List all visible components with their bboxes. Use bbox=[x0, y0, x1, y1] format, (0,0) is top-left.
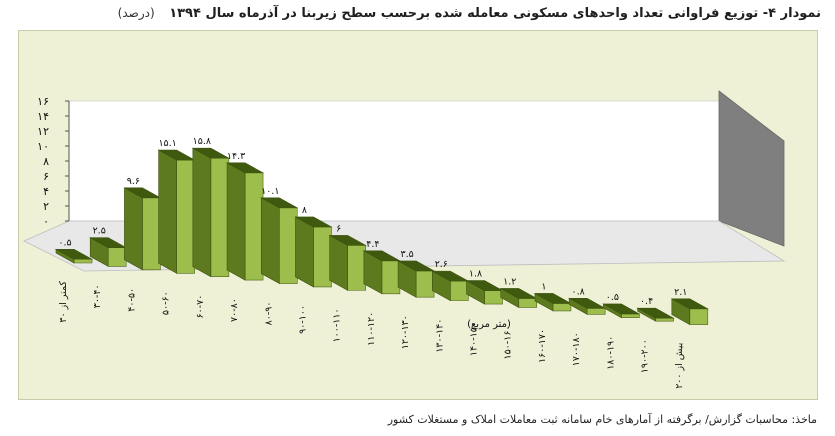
x-tick-label-0: کمتر از ۳۰ bbox=[58, 281, 69, 323]
bar-top-0 bbox=[54, 248, 94, 260]
chart-frame: ۰ ۲ ۴ ۶ ۸ ۱۰ ۱۲ ۱۴ ۱۶ ۰.۵ کمتر از ۳۰ ۲.۵ ۳۰-۴۰ ۹.۶ ۴۰-… bbox=[18, 30, 818, 400]
bar-top-12 bbox=[465, 280, 504, 291]
bar-front-17 bbox=[655, 317, 674, 322]
data-label-14: ۱ bbox=[541, 281, 546, 292]
bar-top-11 bbox=[431, 270, 470, 282]
bar-top-8 bbox=[328, 235, 367, 246]
x-tick-label-4: ۶۰-۷۰ bbox=[195, 295, 206, 319]
bar-top-18 bbox=[670, 298, 709, 310]
y-tick-label: ۱۴ bbox=[37, 110, 49, 123]
data-label-2: ۹.۶ bbox=[127, 176, 140, 187]
data-label-7: ۸ bbox=[302, 205, 307, 216]
data-label-15: ۰.۸ bbox=[572, 286, 585, 297]
y-tick-label: ۴ bbox=[43, 185, 49, 198]
x-tick-label-10: ۱۲۰-۱۳۰ bbox=[400, 315, 411, 349]
bar-side-2 bbox=[124, 187, 143, 271]
x-axis-title: (متر مربع) bbox=[467, 319, 511, 330]
x-tick-label-1: ۳۰-۴۰ bbox=[92, 284, 103, 308]
data-label-18: ۲.۱ bbox=[674, 287, 687, 298]
x-tick-label-3: ۵۰-۶۰ bbox=[161, 291, 172, 315]
source-note: ماخذ: محاسبات گزارش/ برگرفته از آمارهای … bbox=[387, 413, 817, 426]
bar-side-7 bbox=[295, 216, 314, 288]
data-label-4: ۱۵.۸ bbox=[193, 136, 211, 147]
bar-front-8 bbox=[347, 245, 366, 291]
x-tick-label-17: ۱۹۰-۲۰۰ bbox=[640, 339, 651, 373]
bar-top-1 bbox=[89, 237, 128, 248]
y-tick-label: ۶ bbox=[43, 170, 49, 183]
x-tick-label-14: ۱۶۰-۱۷۰ bbox=[537, 329, 548, 363]
bar-top-3 bbox=[157, 149, 196, 161]
bar-front-3 bbox=[176, 159, 195, 274]
bar-side-6 bbox=[260, 197, 280, 285]
bar-top-15 bbox=[568, 298, 607, 309]
x-tick-label-2: ۴۰-۵۰ bbox=[126, 288, 137, 312]
bar-top-10 bbox=[396, 260, 436, 272]
x-tick-label-16: ۱۸۰-۱۹۰ bbox=[605, 336, 616, 370]
bar-front-9 bbox=[381, 260, 401, 295]
bar-top-13 bbox=[499, 288, 538, 299]
bar-front-4 bbox=[210, 157, 230, 277]
bar-top-5 bbox=[225, 162, 265, 174]
data-label-5: ۱۴.۳ bbox=[227, 151, 245, 162]
bar-side-5 bbox=[226, 162, 246, 281]
chart-unit: (درصد) bbox=[117, 6, 155, 20]
y-tick-label: ۸ bbox=[43, 155, 49, 168]
bar-front-10 bbox=[415, 270, 435, 298]
bar-front-18 bbox=[689, 308, 709, 325]
bar-front-7 bbox=[313, 226, 332, 288]
data-label-9: ۴.۴ bbox=[366, 239, 379, 250]
bar-top-4 bbox=[191, 147, 230, 159]
data-label-8: ۶ bbox=[336, 223, 341, 234]
bar-front-15 bbox=[586, 308, 606, 315]
data-label-6: ۱۰.۱ bbox=[261, 186, 279, 197]
x-tick-label-7: ۹۰-۱۰۰ bbox=[297, 305, 308, 334]
bar-side-3 bbox=[158, 149, 177, 274]
data-label-11: ۲.۶ bbox=[435, 259, 448, 270]
y-tick-label: ۱۶ bbox=[37, 95, 49, 108]
data-label-12: ۱.۸ bbox=[469, 269, 482, 280]
bar-front-16 bbox=[621, 313, 640, 319]
bar-top-7 bbox=[294, 216, 333, 228]
x-tick-label-9: ۱۱۰-۱۲۰ bbox=[366, 312, 377, 346]
x-tick-label-18: بیش از ۲۰۰ bbox=[674, 343, 685, 389]
x-tick-label-8: ۱۰۰-۱۱۰ bbox=[332, 308, 343, 342]
chart-title-text: نمودار ۴- توزیع فراوانی تعداد واحدهای مس… bbox=[169, 6, 821, 21]
bar-front-12 bbox=[484, 290, 503, 305]
bar-front-0 bbox=[73, 258, 93, 264]
x-tick-label-5: ۷۰-۸۰ bbox=[229, 298, 240, 322]
bar-top-6 bbox=[260, 197, 299, 209]
bar-front-2 bbox=[142, 197, 161, 271]
bar-front-13 bbox=[518, 298, 538, 308]
bar-front-6 bbox=[278, 207, 298, 284]
bar-front-14 bbox=[552, 303, 572, 312]
x-tick-label-13: ۱۵۰-۱۶۰ bbox=[503, 325, 514, 359]
data-label-3: ۱۵.۱ bbox=[158, 138, 176, 149]
y-tick-label: ۲ bbox=[43, 200, 49, 213]
data-label-0: ۰.۵ bbox=[58, 237, 71, 248]
bar-top-2 bbox=[123, 187, 162, 199]
data-label-1: ۲.۵ bbox=[93, 226, 106, 237]
x-tick-label-12: ۱۴۰-۱۵۰ bbox=[469, 322, 480, 356]
data-label-13: ۱.۲ bbox=[503, 276, 516, 287]
data-label-17: ۰.۴ bbox=[640, 296, 653, 307]
chart-title: نمودار ۴- توزیع فراوانی تعداد واحدهای مس… bbox=[14, 6, 821, 21]
bar-top-17 bbox=[636, 307, 675, 319]
x-tick-label-6: ۸۰-۹۰ bbox=[263, 302, 274, 326]
y-tick-label: ۱۰ bbox=[37, 140, 49, 153]
bar-top-14 bbox=[533, 293, 573, 304]
bar-top-16 bbox=[602, 303, 641, 315]
x-tick-label-15: ۱۷۰-۱۸۰ bbox=[571, 332, 582, 366]
bar-top-9 bbox=[362, 250, 402, 262]
bar-front-1 bbox=[107, 247, 127, 267]
y-tick-label: ۰ bbox=[43, 215, 49, 228]
data-label-10: ۳.۵ bbox=[400, 249, 413, 260]
data-label-16: ۰.۵ bbox=[606, 292, 619, 303]
x-tick-label-11: ۱۳۰-۱۴۰ bbox=[434, 319, 445, 353]
bar-front-11 bbox=[450, 280, 469, 301]
bar-side-4 bbox=[192, 147, 212, 278]
side-wall bbox=[718, 90, 785, 247]
y-tick-label: ۱۲ bbox=[37, 125, 49, 138]
